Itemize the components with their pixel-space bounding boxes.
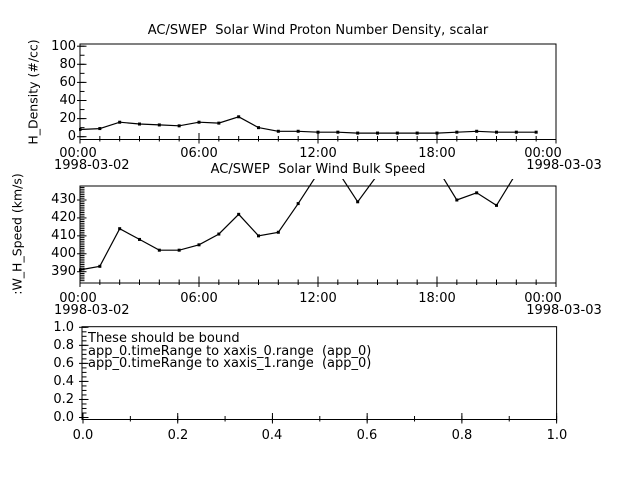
panel3-annotation-line3: app_0.timeRange to xaxis_1.range (app_0) — [88, 356, 372, 372]
panel1-end-date: 1998-03-03 — [526, 158, 602, 173]
panel3-xtick-08: 0.8 — [451, 428, 473, 443]
panel3-ytick-06: 0.6 — [53, 356, 74, 371]
panel2-start-date: 1998-03-02 — [54, 303, 130, 318]
panel2-xtick-1800: 18:00 — [418, 291, 456, 306]
panel1-xtick-1200: 12:00 — [299, 146, 337, 161]
panel1-y-axis-label: H_Density (#/cc) — [25, 39, 41, 145]
panel3-xtick-00: 0.0 — [72, 428, 94, 443]
panel1-xtick-0000a: 00:00 — [59, 146, 97, 161]
panel1-ytick-80: 80 — [59, 57, 76, 72]
panel1-ytick-40: 40 — [59, 93, 76, 108]
panel3-ytick-08: 0.8 — [53, 338, 74, 353]
panel3-xtick-06: 0.6 — [356, 428, 378, 443]
panel1-ytick-100: 100 — [51, 39, 76, 54]
panel3-xtick-04: 0.4 — [261, 428, 283, 443]
panel2-ytick-390: 390 — [51, 264, 76, 279]
panel1-xtick-0000b: 00:00 — [524, 146, 562, 161]
panel3-xtick-10: 1.0 — [546, 428, 568, 443]
panel2-xtick-0000b: 00:00 — [524, 291, 562, 306]
panel2-ytick-420: 420 — [51, 210, 76, 225]
panel3-xtick-02: 0.2 — [167, 428, 189, 443]
panel2-xtick-1200: 12:00 — [299, 291, 337, 306]
panel2-xtick-0000a: 00:00 — [59, 291, 97, 306]
panel2-end-date: 1998-03-03 — [526, 303, 602, 318]
panel1-title: AC/SWEP Solar Wind Proton Number Density… — [147, 23, 489, 38]
panel2-y-axis-label: :W_H_Speed (km/s) — [9, 173, 25, 295]
panel1-xtick-1800: 18:00 — [418, 146, 456, 161]
panel3-ytick-02: 0.2 — [53, 392, 74, 407]
panel1-ytick-20: 20 — [59, 111, 76, 126]
panel2-xtick-0600: 06:00 — [180, 291, 218, 306]
panel3-annotation-line2: app_0.timeRange to xaxis_0.range (app_0) — [88, 343, 372, 359]
panel1-start-date: 1998-03-02 — [54, 158, 130, 173]
panel2-ytick-430: 430 — [51, 192, 76, 207]
panel1-ytick-0: 0 — [67, 129, 76, 144]
panel2-ytick-400: 400 — [51, 246, 76, 261]
panel2-title: AC/SWEP Solar Wind Bulk Speed — [210, 162, 426, 177]
panel1-ytick-60: 60 — [59, 75, 76, 90]
panel3-annotation-line1: These should be bound — [88, 331, 240, 346]
panel3-ytick-10: 1.0 — [53, 320, 74, 335]
panel3-ytick-04: 0.4 — [53, 374, 74, 389]
panel2-ytick-410: 410 — [51, 228, 76, 243]
panel1-xtick-0600: 06:00 — [180, 146, 218, 161]
panel3-ytick-00: 0.0 — [53, 410, 74, 425]
